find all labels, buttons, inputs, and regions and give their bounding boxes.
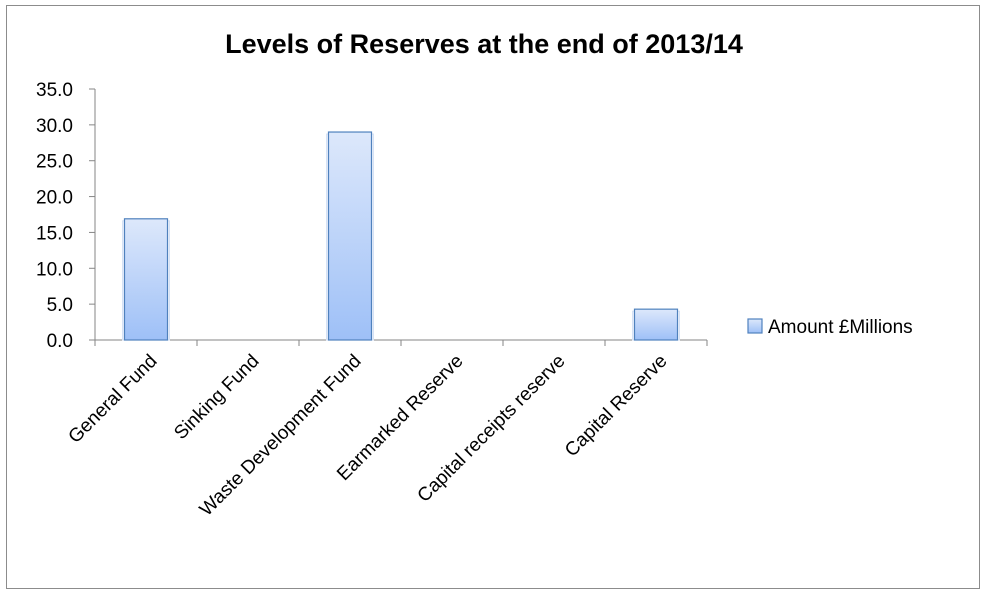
x-tick-label: Waste Development Fund	[196, 351, 366, 521]
bars	[122, 131, 680, 341]
bar-capital-reserve	[633, 308, 679, 341]
y-tick-label: 0.0	[47, 331, 73, 352]
bar-general-fund	[123, 218, 169, 341]
y-tick-label: 15.0	[36, 223, 73, 244]
y-tick-label: 20.0	[36, 188, 73, 209]
y-tick-label: 25.0	[36, 152, 73, 173]
x-tick-label: Sinking Fund	[170, 351, 263, 444]
x-tick-label: General Fund	[65, 351, 162, 448]
axes: 0.0 5.0 10.0 15.0 20.0 25.0 30.0 35.0	[36, 80, 708, 352]
bar-waste-development-fund	[327, 131, 373, 341]
y-tick-label: 35.0	[36, 80, 73, 101]
legend-swatch	[747, 318, 763, 334]
chart-title: Levels of Reserves at the end of 2013/14	[225, 29, 743, 59]
y-tick-label: 10.0	[36, 259, 73, 280]
x-tick-label: Capital Reserve	[561, 351, 671, 461]
legend: Amount £Millions	[747, 317, 913, 338]
y-tick-label: 30.0	[36, 116, 73, 137]
legend-entry-amount: Amount £Millions	[768, 317, 913, 338]
y-tick-label: 5.0	[47, 295, 73, 316]
